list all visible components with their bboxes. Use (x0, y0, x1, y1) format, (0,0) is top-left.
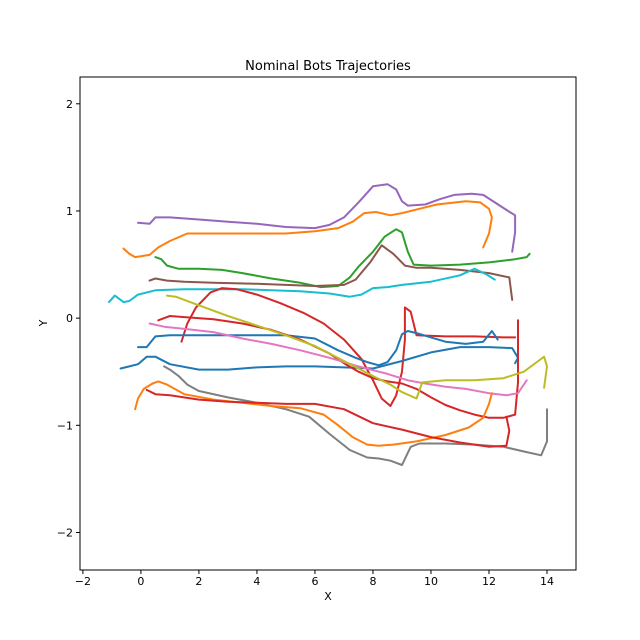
trajectory-line-1 (137, 183, 517, 253)
chart-title: Nominal Bots Trajectories (245, 59, 411, 74)
trajectory-line-7 (137, 330, 499, 367)
y-tick-label: 0 (66, 312, 73, 325)
trajectory-line-11 (166, 294, 548, 400)
trajectory-line-2 (122, 200, 493, 259)
x-tick-label: 12 (482, 575, 496, 588)
x-axis-label: X (324, 590, 332, 603)
trajectory-line-12 (163, 365, 548, 466)
y-tick-label: −1 (57, 419, 73, 432)
trajectory-line-13 (134, 380, 493, 447)
trajectory-line-8 (119, 346, 519, 371)
trajectory-line-14 (145, 388, 511, 448)
y-axis: −2 −1 0 1 2 (57, 98, 80, 539)
x-tick-label: 6 (311, 575, 318, 588)
y-axis-label: Y (37, 319, 50, 327)
trajectory-line-9 (157, 315, 519, 419)
x-tick-label: 10 (424, 575, 438, 588)
trajectory-line-3 (154, 228, 531, 289)
x-tick-label: 8 (369, 575, 376, 588)
trajectory-line-4 (148, 244, 514, 301)
x-axis: −2 0 2 4 6 8 10 12 14 (75, 570, 554, 588)
y-tick-label: 1 (66, 205, 73, 218)
x-tick-label: 2 (195, 575, 202, 588)
trajectory-line-6 (180, 287, 517, 407)
y-tick-label: 2 (66, 98, 73, 111)
y-tick-label: −2 (57, 526, 73, 539)
x-tick-label: 14 (540, 575, 554, 588)
trajectory-line-10 (148, 322, 528, 397)
trajectory-line-5 (108, 267, 496, 304)
series-layer (108, 183, 548, 466)
x-tick-label: −2 (75, 575, 91, 588)
plot-frame (79, 76, 577, 571)
x-tick-label: 4 (253, 575, 260, 588)
x-tick-label: 0 (137, 575, 144, 588)
